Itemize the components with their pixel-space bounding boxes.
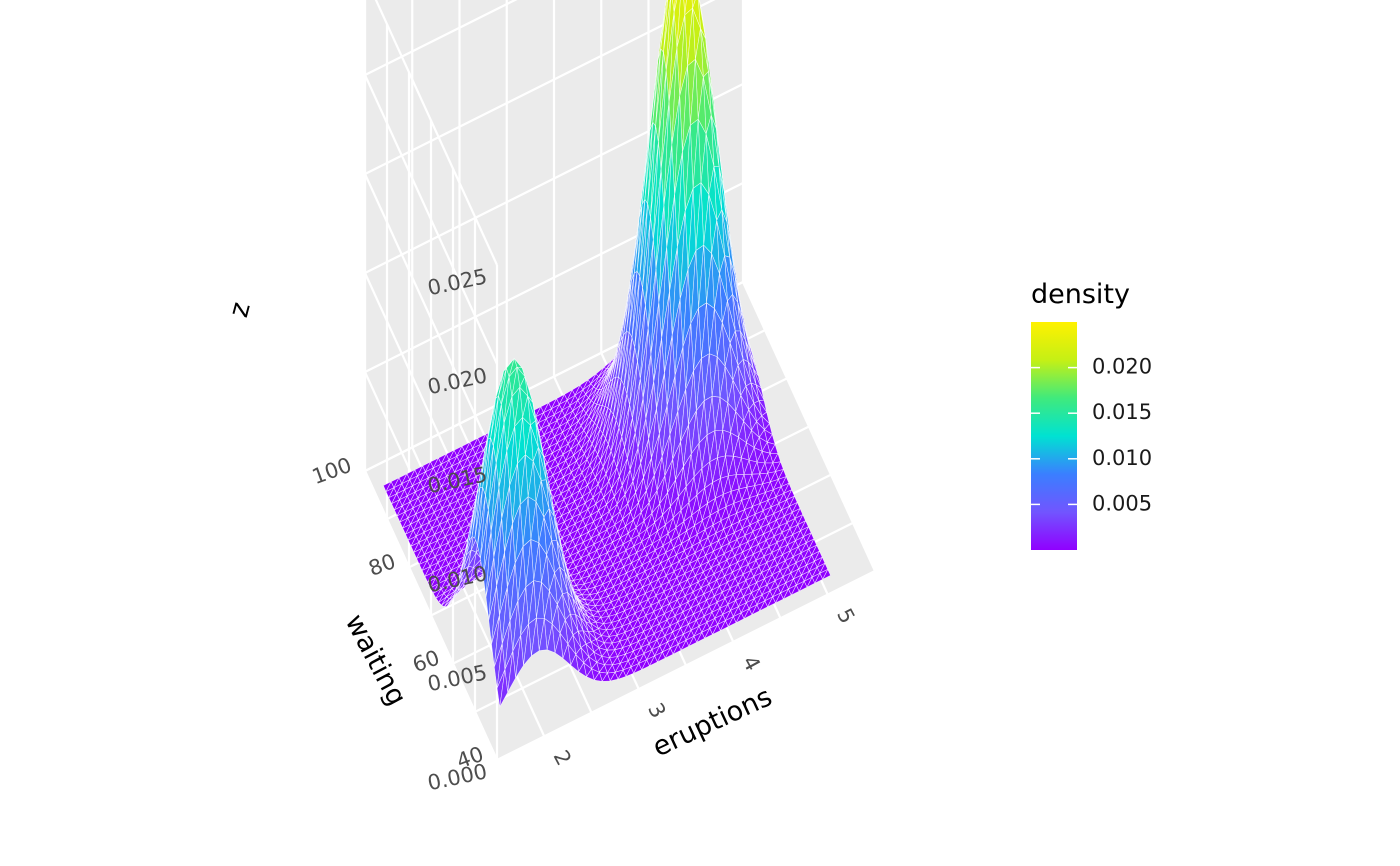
surface-facet	[727, 616, 737, 627]
x-tick-label: 5	[832, 604, 859, 627]
surface-facet	[507, 651, 516, 693]
surface-facet	[515, 635, 524, 679]
density-surface	[383, 0, 831, 708]
surface-facet	[783, 588, 792, 600]
surface-facet	[672, 643, 682, 655]
legend-tick-label: 0.015	[1092, 400, 1152, 424]
surface-facet	[523, 623, 532, 666]
surface-facet	[586, 668, 595, 681]
back-gridline-z	[364, 0, 518, 76]
surface-facet	[601, 672, 611, 682]
surface-facet	[767, 596, 776, 608]
z-axis-title: z	[223, 299, 257, 321]
surface-facet	[578, 662, 587, 678]
y-tick-label: 100	[309, 453, 355, 489]
surface-facet	[712, 624, 721, 635]
surface-facet	[759, 600, 768, 612]
surface-facet	[751, 604, 760, 616]
surface-facet	[720, 620, 729, 631]
surface-facet	[775, 592, 784, 604]
legend-tick-label: 0.020	[1092, 355, 1152, 379]
y-tick-label: 80	[365, 549, 398, 581]
surface-facet	[633, 663, 642, 674]
surface-facet	[499, 669, 508, 708]
left-gridline-z	[374, 0, 499, 266]
z-tick-label: 0.000	[425, 759, 489, 795]
legend-tick-label: 0.010	[1092, 446, 1152, 470]
surface-facet	[664, 647, 674, 659]
surface-facet	[822, 569, 831, 580]
surface-facet	[538, 618, 548, 651]
surface-facet	[609, 671, 619, 682]
left-gridline-z	[363, 74, 499, 365]
surface-facet	[641, 659, 650, 670]
left-gridline-z	[363, 173, 499, 464]
surface-facet	[570, 654, 579, 672]
x-tick-label: 3	[643, 699, 670, 722]
floor-gridline-y	[496, 570, 876, 761]
surface-facet	[546, 623, 556, 654]
surface-facet	[554, 632, 564, 659]
surface-facet	[594, 671, 603, 682]
surface-facet	[688, 636, 697, 647]
x-axis-title: eruptions	[648, 681, 777, 763]
surface-facet	[617, 669, 627, 680]
left-gridline-z	[363, 470, 499, 761]
legend-ticks: 0.005 0.010 0.015 0.020	[1031, 355, 1152, 515]
x-tick-label: 4	[738, 652, 765, 675]
legend-title: density	[1031, 279, 1130, 310]
surface-facet	[798, 580, 808, 592]
surface-facet	[790, 584, 800, 596]
surface-facet	[814, 573, 823, 584]
surface-facet	[743, 608, 753, 620]
x-tick-label: 2	[549, 746, 576, 769]
legend-tick-label: 0.005	[1092, 491, 1152, 515]
surface-facet	[649, 655, 658, 667]
surface-facet	[704, 628, 713, 639]
surface-facet	[625, 666, 634, 677]
surface-facet	[735, 612, 745, 623]
surface-facet	[657, 651, 666, 663]
legend-colorbar	[1031, 322, 1077, 550]
density-legend: density 0.005 0.010 0.015 0.020	[1031, 279, 1152, 550]
y-axis-title: waiting	[339, 609, 413, 710]
surface-facet	[531, 617, 540, 657]
surface-facet	[680, 639, 690, 651]
surface-facet	[806, 576, 816, 588]
surface-facet	[562, 643, 571, 666]
surface-facet	[696, 632, 705, 643]
